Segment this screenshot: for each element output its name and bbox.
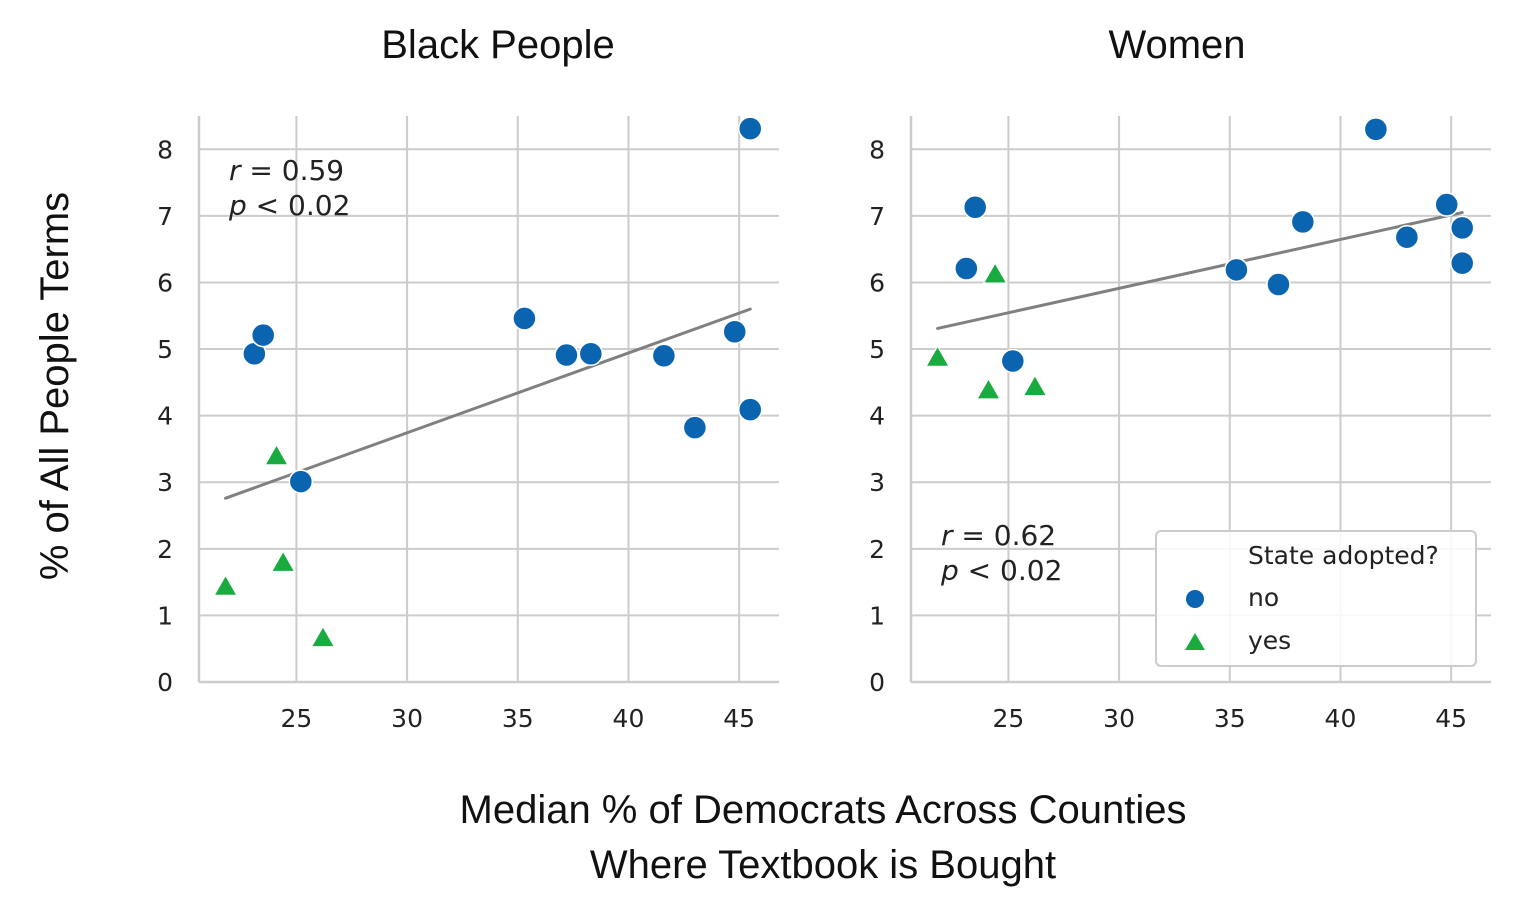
y-tick-label: 5 — [157, 335, 173, 364]
data-point-no — [288, 469, 314, 494]
p-symbol: p — [228, 189, 247, 222]
legend-marker-no — [1186, 590, 1204, 608]
y-tick-label: 0 — [869, 668, 885, 697]
x-tick-label: 30 — [1103, 704, 1135, 733]
y-tick-label: 2 — [869, 535, 885, 564]
y-tick-label: 5 — [869, 335, 885, 364]
data-point-yes — [263, 443, 290, 466]
x-tick-label: 40 — [613, 704, 645, 733]
legend-title: State adopted? — [1248, 541, 1439, 570]
legend-marker-yes — [1185, 633, 1205, 650]
data-point-yes — [310, 625, 336, 648]
data-point-no — [250, 322, 276, 348]
r-value: = 0.62 — [953, 519, 1057, 552]
trend-line — [224, 307, 752, 500]
legend-frame — [1155, 530, 1477, 667]
r-symbol: r — [229, 154, 242, 187]
r-annotation: r = 0.62 — [941, 519, 1056, 552]
x-tick-label: 25 — [280, 704, 312, 733]
y-tick-label: 4 — [157, 402, 173, 431]
data-point-no — [1434, 192, 1459, 217]
data-point-yes — [270, 550, 296, 573]
data-point-no — [651, 343, 677, 368]
y-tick-label: 7 — [869, 202, 885, 231]
p-annotation: p < 0.02 — [940, 554, 1062, 587]
data-point-no — [1000, 348, 1026, 374]
data-point-no — [722, 319, 747, 344]
data-point-yes — [925, 345, 951, 367]
p-value: < 0.02 — [247, 189, 351, 222]
data-point-no — [954, 256, 979, 281]
data-point-no — [737, 397, 763, 422]
y-tick-label: 6 — [157, 268, 173, 297]
y-tick-label: 8 — [869, 135, 885, 164]
y-tick-label: 3 — [157, 468, 173, 497]
data-point-yes — [982, 261, 1008, 284]
y-axis-label: % of All People Terms — [33, 192, 77, 580]
x-tick-label: 40 — [1325, 704, 1357, 733]
p-value: < 0.02 — [959, 554, 1063, 587]
legend-label-no: no — [1248, 583, 1279, 612]
data-point-no — [682, 415, 708, 440]
p-symbol: p — [940, 554, 959, 587]
y-tick-label: 4 — [869, 402, 885, 431]
y-tick-label: 6 — [869, 268, 885, 297]
x-tick-label: 45 — [1435, 704, 1467, 733]
y-tick-label: 1 — [157, 601, 173, 630]
y-tick-label: 0 — [157, 668, 173, 697]
x-tick-label: 35 — [502, 704, 534, 733]
data-point-no — [1449, 215, 1475, 241]
trend-line — [936, 211, 1464, 330]
r-symbol: r — [941, 519, 954, 552]
data-point-no — [1449, 250, 1475, 276]
y-tick-label: 3 — [869, 468, 885, 497]
data-point-yes — [1022, 374, 1048, 397]
x-tick-label: 45 — [723, 704, 755, 733]
legend: State adopted? no yes — [1155, 530, 1477, 667]
x-axis-label-line-1: Median % of Democrats Across Counties — [460, 788, 1187, 832]
y-tick-label: 7 — [157, 202, 173, 231]
panel-title: Black People — [381, 23, 614, 67]
r-annotation: r = 0.59 — [229, 154, 344, 187]
data-point-no — [512, 306, 537, 331]
data-point-no — [1224, 257, 1249, 283]
data-point-yes — [213, 574, 239, 597]
data-point-no — [737, 116, 763, 141]
data-point-no — [962, 194, 988, 220]
data-point-no — [578, 341, 604, 366]
legend-label-yes: yes — [1248, 626, 1291, 655]
x-axis-label-line-2: Where Textbook is Bought — [590, 843, 1056, 887]
y-tick-label: 2 — [157, 535, 173, 564]
data-point-no — [1363, 117, 1389, 142]
r-value: = 0.59 — [241, 154, 345, 187]
data-point-no — [1290, 209, 1316, 235]
data-point-no — [1266, 272, 1291, 297]
panel-title: Women — [1108, 23, 1245, 67]
y-tick-label: 1 — [869, 601, 885, 630]
x-tick-label: 35 — [1214, 704, 1246, 733]
x-tick-label: 25 — [992, 704, 1024, 733]
data-point-yes — [975, 377, 1002, 400]
x-tick-label: 30 — [391, 704, 423, 733]
y-tick-label: 8 — [157, 135, 173, 164]
data-point-no — [554, 342, 579, 368]
p-annotation: p < 0.02 — [228, 189, 350, 222]
data-point-no — [1394, 224, 1420, 250]
